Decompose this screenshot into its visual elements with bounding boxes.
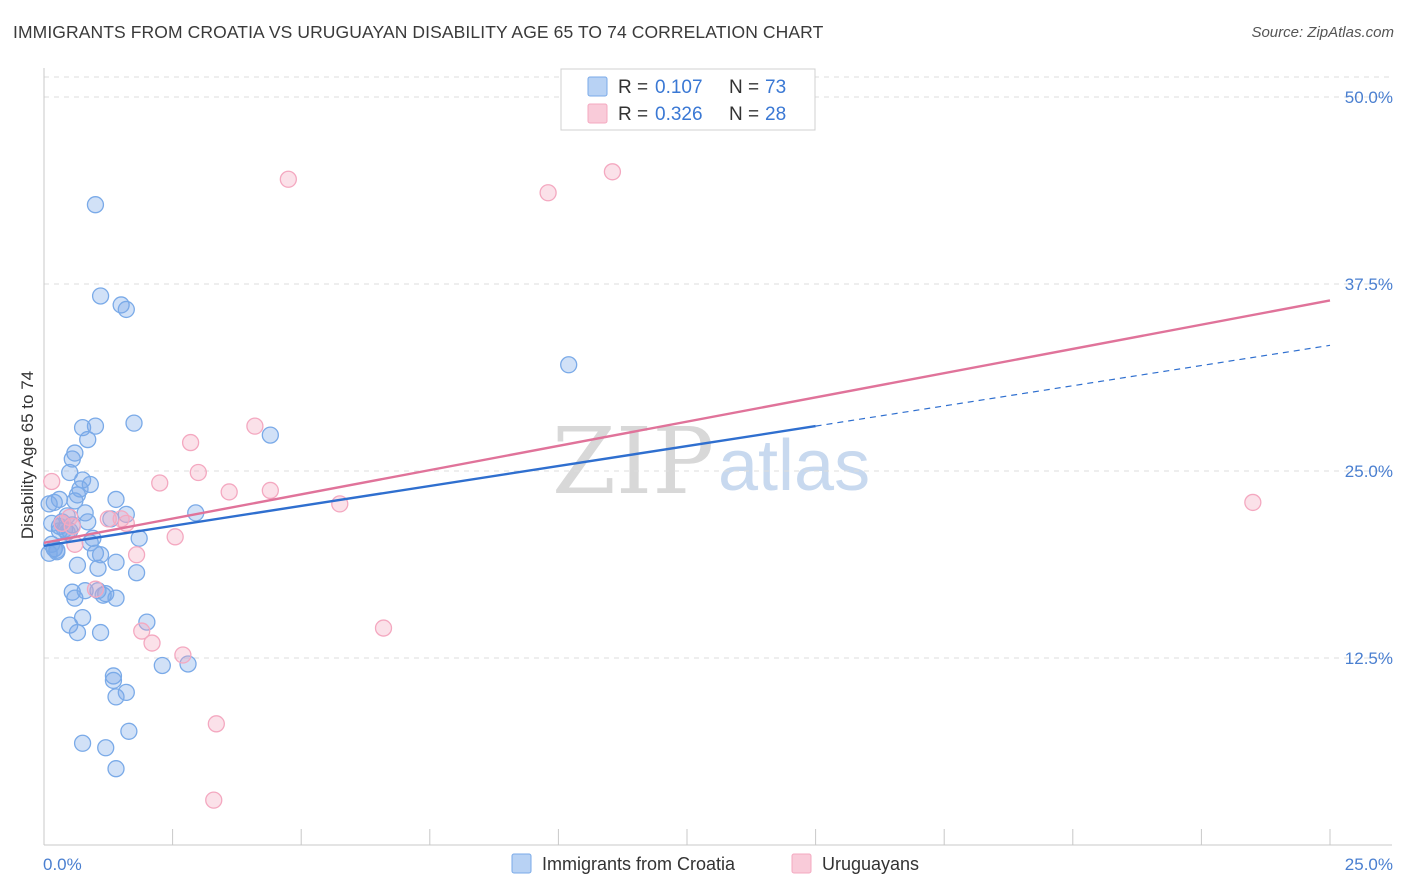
point-uruguayans-12 xyxy=(166,528,184,546)
trend-line-uruguayans xyxy=(43,299,1331,544)
point-croatia-55 xyxy=(560,356,578,374)
trend-lines xyxy=(43,299,1331,547)
watermark-atlas: atlas xyxy=(718,426,870,506)
point-croatia-37 xyxy=(107,589,125,607)
point-croatia-43 xyxy=(127,564,146,582)
point-croatia-61 xyxy=(107,688,125,706)
legend-r-value-1: 0.107 xyxy=(655,77,703,98)
bottom-legend-label-croatia: Immigrants from Croatia xyxy=(542,854,736,874)
point-uruguayans-0 xyxy=(43,472,61,491)
point-uruguayans-17 xyxy=(207,715,225,733)
point-croatia-50 xyxy=(261,426,279,444)
point-croatia-12 xyxy=(61,463,79,482)
tick-labels: 12.5% 25.0% 37.5% 50.0% 0.0% 25.0% xyxy=(43,88,1393,874)
point-croatia-29 xyxy=(81,475,99,494)
y-tick-label-2: 37.5% xyxy=(1345,275,1393,294)
point-croatia-27 xyxy=(79,430,97,449)
point-croatia-36 xyxy=(97,585,115,603)
point-croatia-60 xyxy=(104,671,123,690)
point-croatia-66 xyxy=(107,760,125,778)
legend-n-label-1: N = xyxy=(729,77,759,98)
point-croatia-40 xyxy=(73,608,92,627)
point-croatia-52 xyxy=(117,300,135,319)
point-croatia-39 xyxy=(68,623,87,642)
correlation-legend: R = 0.107 N = 73 R = 0.326 N = 28 xyxy=(560,68,816,131)
chart-title: IMMIGRANTS FROM CROATIA VS URUGUAYAN DIS… xyxy=(13,22,824,42)
point-uruguayans-13 xyxy=(174,646,192,664)
watermark-zip: ZIP xyxy=(552,408,714,515)
y-tick-label-3: 50.0% xyxy=(1345,88,1393,107)
point-uruguayans-2 xyxy=(63,517,81,536)
y-tick-label-0: 12.5% xyxy=(1345,649,1393,668)
point-croatia-23 xyxy=(91,546,110,564)
point-uruguayans-26 xyxy=(1244,493,1262,512)
point-croatia-48 xyxy=(125,414,143,432)
legend-r-label-2: R = xyxy=(618,104,648,125)
legend-r-value-2: 0.326 xyxy=(655,104,703,125)
legend-swatch-croatia xyxy=(587,76,608,97)
legend-n-value-1: 73 xyxy=(765,77,786,98)
trend-line-croatia-extension xyxy=(815,344,1331,427)
point-croatia-42 xyxy=(107,553,125,571)
point-croatia-70 xyxy=(45,493,63,512)
point-croatia-25 xyxy=(66,444,84,462)
x-tick-label-0: 0.0% xyxy=(43,855,82,874)
legend-n-value-2: 28 xyxy=(765,104,786,125)
point-croatia-18 xyxy=(79,513,97,531)
point-uruguayans-8 xyxy=(127,546,146,564)
bottom-legend-swatch-croatia xyxy=(511,853,532,874)
point-croatia-59 xyxy=(104,667,123,685)
point-uruguayans-23 xyxy=(374,619,393,637)
series-legend: Immigrants from Croatia Uruguayans xyxy=(511,853,919,874)
data-points xyxy=(40,163,1262,809)
point-uruguayans-14 xyxy=(181,433,200,452)
legend-r-label-1: R = xyxy=(618,77,648,98)
point-uruguayans-24 xyxy=(539,184,557,202)
point-croatia-62 xyxy=(117,683,135,702)
point-croatia-53 xyxy=(91,287,110,305)
legend-n-label-2: N = xyxy=(729,104,759,125)
point-croatia-63 xyxy=(120,722,138,740)
point-croatia-28 xyxy=(86,417,105,435)
axes xyxy=(43,68,1392,846)
point-uruguayans-19 xyxy=(246,417,264,435)
point-uruguayans-4 xyxy=(86,580,105,598)
trend-line-croatia xyxy=(43,424,816,547)
point-croatia-64 xyxy=(73,734,92,752)
point-uruguayans-10 xyxy=(143,634,161,652)
bottom-legend-swatch-uruguayans xyxy=(791,853,812,874)
point-croatia-65 xyxy=(97,739,115,757)
point-uruguayans-20 xyxy=(261,481,279,500)
bottom-legend-label-uruguayans: Uruguayans xyxy=(822,854,919,874)
point-croatia-41 xyxy=(91,623,110,642)
point-croatia-46 xyxy=(107,490,125,509)
point-croatia-57 xyxy=(153,656,171,675)
source-label: Source: ZipAtlas.com xyxy=(1251,24,1394,41)
point-uruguayans-25 xyxy=(603,163,622,181)
point-uruguayans-15 xyxy=(189,463,207,482)
point-uruguayans-11 xyxy=(151,474,169,492)
point-croatia-22 xyxy=(89,559,107,577)
legend-swatch-uruguayans xyxy=(587,103,608,124)
point-uruguayans-27 xyxy=(53,514,71,533)
y-tick-label-1: 25.0% xyxy=(1345,462,1393,481)
point-croatia-56 xyxy=(138,613,156,631)
point-croatia-72 xyxy=(48,541,66,559)
point-croatia-30 xyxy=(68,556,87,574)
y-axis-title: Disability Age 65 to 74 xyxy=(18,371,37,539)
point-uruguayans-9 xyxy=(133,622,151,640)
point-uruguayans-16 xyxy=(220,483,238,501)
point-croatia-58 xyxy=(179,655,197,673)
x-tick-label-1: 25.0% xyxy=(1345,855,1393,874)
point-croatia-54 xyxy=(86,196,105,214)
point-uruguayans-18 xyxy=(205,791,223,809)
point-uruguayans-5 xyxy=(99,510,117,528)
point-uruguayans-21 xyxy=(279,170,297,188)
